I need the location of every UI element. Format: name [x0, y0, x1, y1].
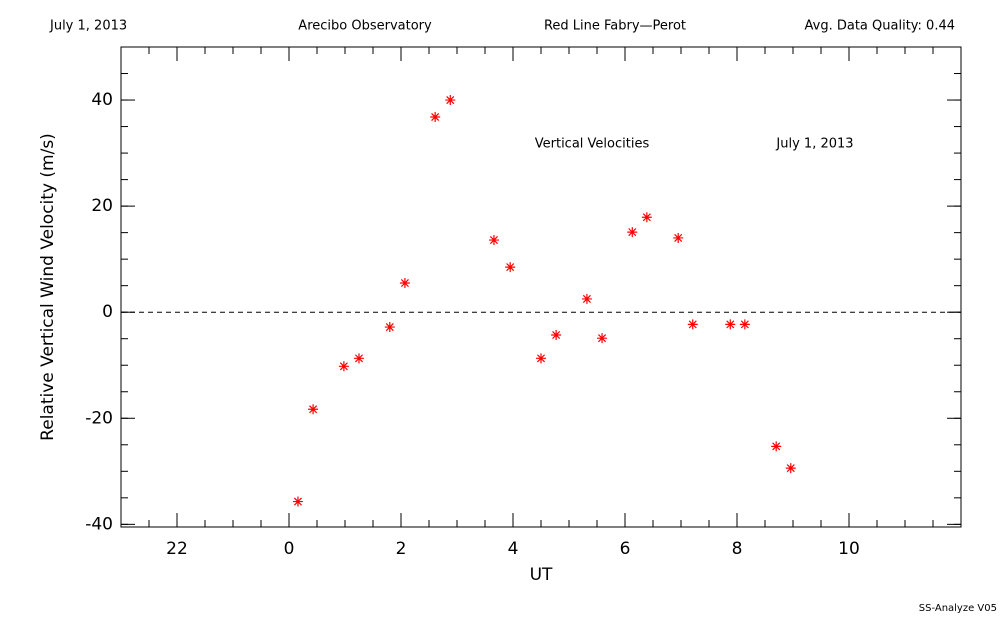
- annotation: Vertical Velocities: [535, 137, 650, 152]
- x-tick-label: 10: [838, 539, 860, 559]
- header-instrument: Red Line Fabry—Perot: [544, 19, 686, 34]
- point: [725, 319, 736, 330]
- point: [687, 319, 698, 330]
- point: [551, 330, 562, 340]
- header-date: July 1, 2013: [49, 19, 127, 34]
- annotation: July 1, 2013: [775, 137, 853, 152]
- y-tick-label: 20: [91, 196, 113, 216]
- point: [354, 353, 364, 364]
- point: [739, 319, 750, 330]
- point: [673, 232, 684, 243]
- point: [308, 404, 319, 415]
- point: [399, 278, 410, 289]
- point: [505, 262, 516, 273]
- point: [536, 353, 546, 364]
- point: [627, 227, 638, 238]
- y-tick-label: 40: [91, 90, 113, 110]
- point: [581, 293, 592, 304]
- point: [785, 463, 796, 474]
- point: [641, 212, 652, 223]
- y-axis-label: Relative Vertical Wind Velocity (m/s): [38, 133, 58, 441]
- x-tick-label: 6: [620, 539, 631, 559]
- footer: SS-Analyze V05: [919, 603, 997, 614]
- y-tick-label: 0: [102, 302, 113, 322]
- point: [597, 333, 608, 344]
- point: [488, 235, 499, 246]
- point: [771, 441, 782, 452]
- x-tick-label: 2: [396, 539, 407, 559]
- x-tick-label: 4: [508, 539, 519, 559]
- point: [430, 112, 441, 123]
- point: [445, 95, 456, 106]
- header-site: Arecibo Observatory: [298, 19, 432, 34]
- point: [338, 361, 349, 372]
- header-quality: Avg. Data Quality: 0.44: [805, 19, 955, 34]
- point: [292, 496, 303, 507]
- x-axis-label: UT: [530, 565, 553, 585]
- y-tick-label: -40: [85, 514, 113, 534]
- y-tick-label: -20: [85, 408, 113, 428]
- x-tick-label: 22: [166, 539, 188, 559]
- x-tick-label: 8: [732, 539, 743, 559]
- point: [384, 322, 395, 333]
- x-tick-label: 0: [284, 539, 295, 559]
